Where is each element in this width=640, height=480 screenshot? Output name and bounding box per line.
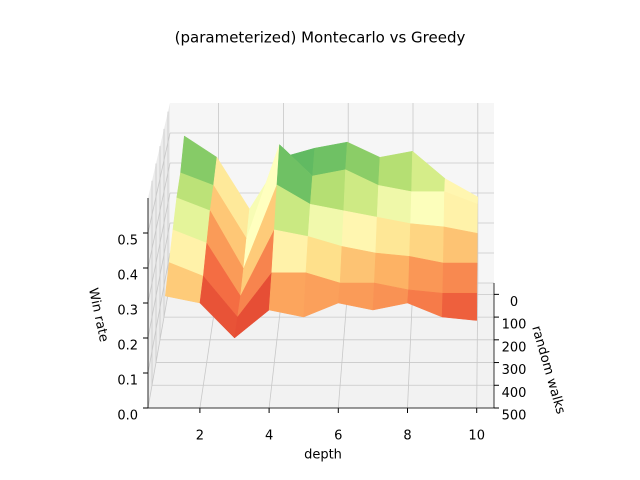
y-tick-label: 0 bbox=[510, 295, 518, 310]
grid-line bbox=[147, 252, 171, 374]
surface-face bbox=[341, 210, 378, 254]
y-tick-label: 100 bbox=[502, 318, 527, 333]
grid-line bbox=[147, 222, 171, 339]
chart-title: (parameterized) Montecarlo vs Greedy bbox=[175, 29, 466, 47]
z-axis-label: Win rate bbox=[85, 287, 111, 344]
z-tick-label: 0.5 bbox=[117, 234, 138, 249]
surface-face bbox=[408, 256, 444, 294]
surface-face bbox=[339, 246, 376, 284]
surface-face bbox=[443, 226, 478, 264]
z-tick-label: 0.1 bbox=[117, 374, 138, 389]
surface-face bbox=[441, 292, 478, 321]
y-tick-label: 400 bbox=[502, 386, 527, 401]
pane-left bbox=[148, 103, 170, 408]
x-tick-label: 10 bbox=[468, 429, 485, 444]
y-tick-label: 300 bbox=[502, 363, 527, 378]
x-tick-label: 4 bbox=[265, 429, 273, 444]
grid-line bbox=[147, 282, 171, 409]
x-tick-label: 8 bbox=[403, 429, 411, 444]
y-tick-label: 200 bbox=[502, 340, 527, 355]
surface-face bbox=[268, 272, 307, 318]
grid-line bbox=[147, 162, 171, 269]
grid-line bbox=[147, 192, 171, 304]
z-tick-label: 0.2 bbox=[117, 339, 138, 354]
y-axis-label: random walks bbox=[528, 324, 568, 416]
x-axis-label: depth bbox=[304, 448, 342, 463]
grid-line bbox=[476, 282, 479, 409]
surface-face bbox=[409, 223, 445, 264]
z-tick-label: 0.3 bbox=[117, 304, 138, 319]
x-tick-label: 6 bbox=[334, 429, 342, 444]
x-tick-label: 2 bbox=[196, 429, 204, 444]
surface-face bbox=[378, 150, 413, 192]
grid-line bbox=[147, 132, 171, 234]
surface-face bbox=[376, 185, 412, 224]
z-tick-label: 0.0 bbox=[117, 409, 138, 424]
y-tick-label: 500 bbox=[502, 409, 527, 424]
surface-face bbox=[375, 216, 411, 257]
surface-face bbox=[442, 262, 478, 294]
surface-face bbox=[271, 229, 309, 274]
z-tick-label: 0.4 bbox=[117, 269, 138, 284]
surface-face bbox=[410, 191, 445, 228]
surface-face bbox=[310, 169, 346, 212]
